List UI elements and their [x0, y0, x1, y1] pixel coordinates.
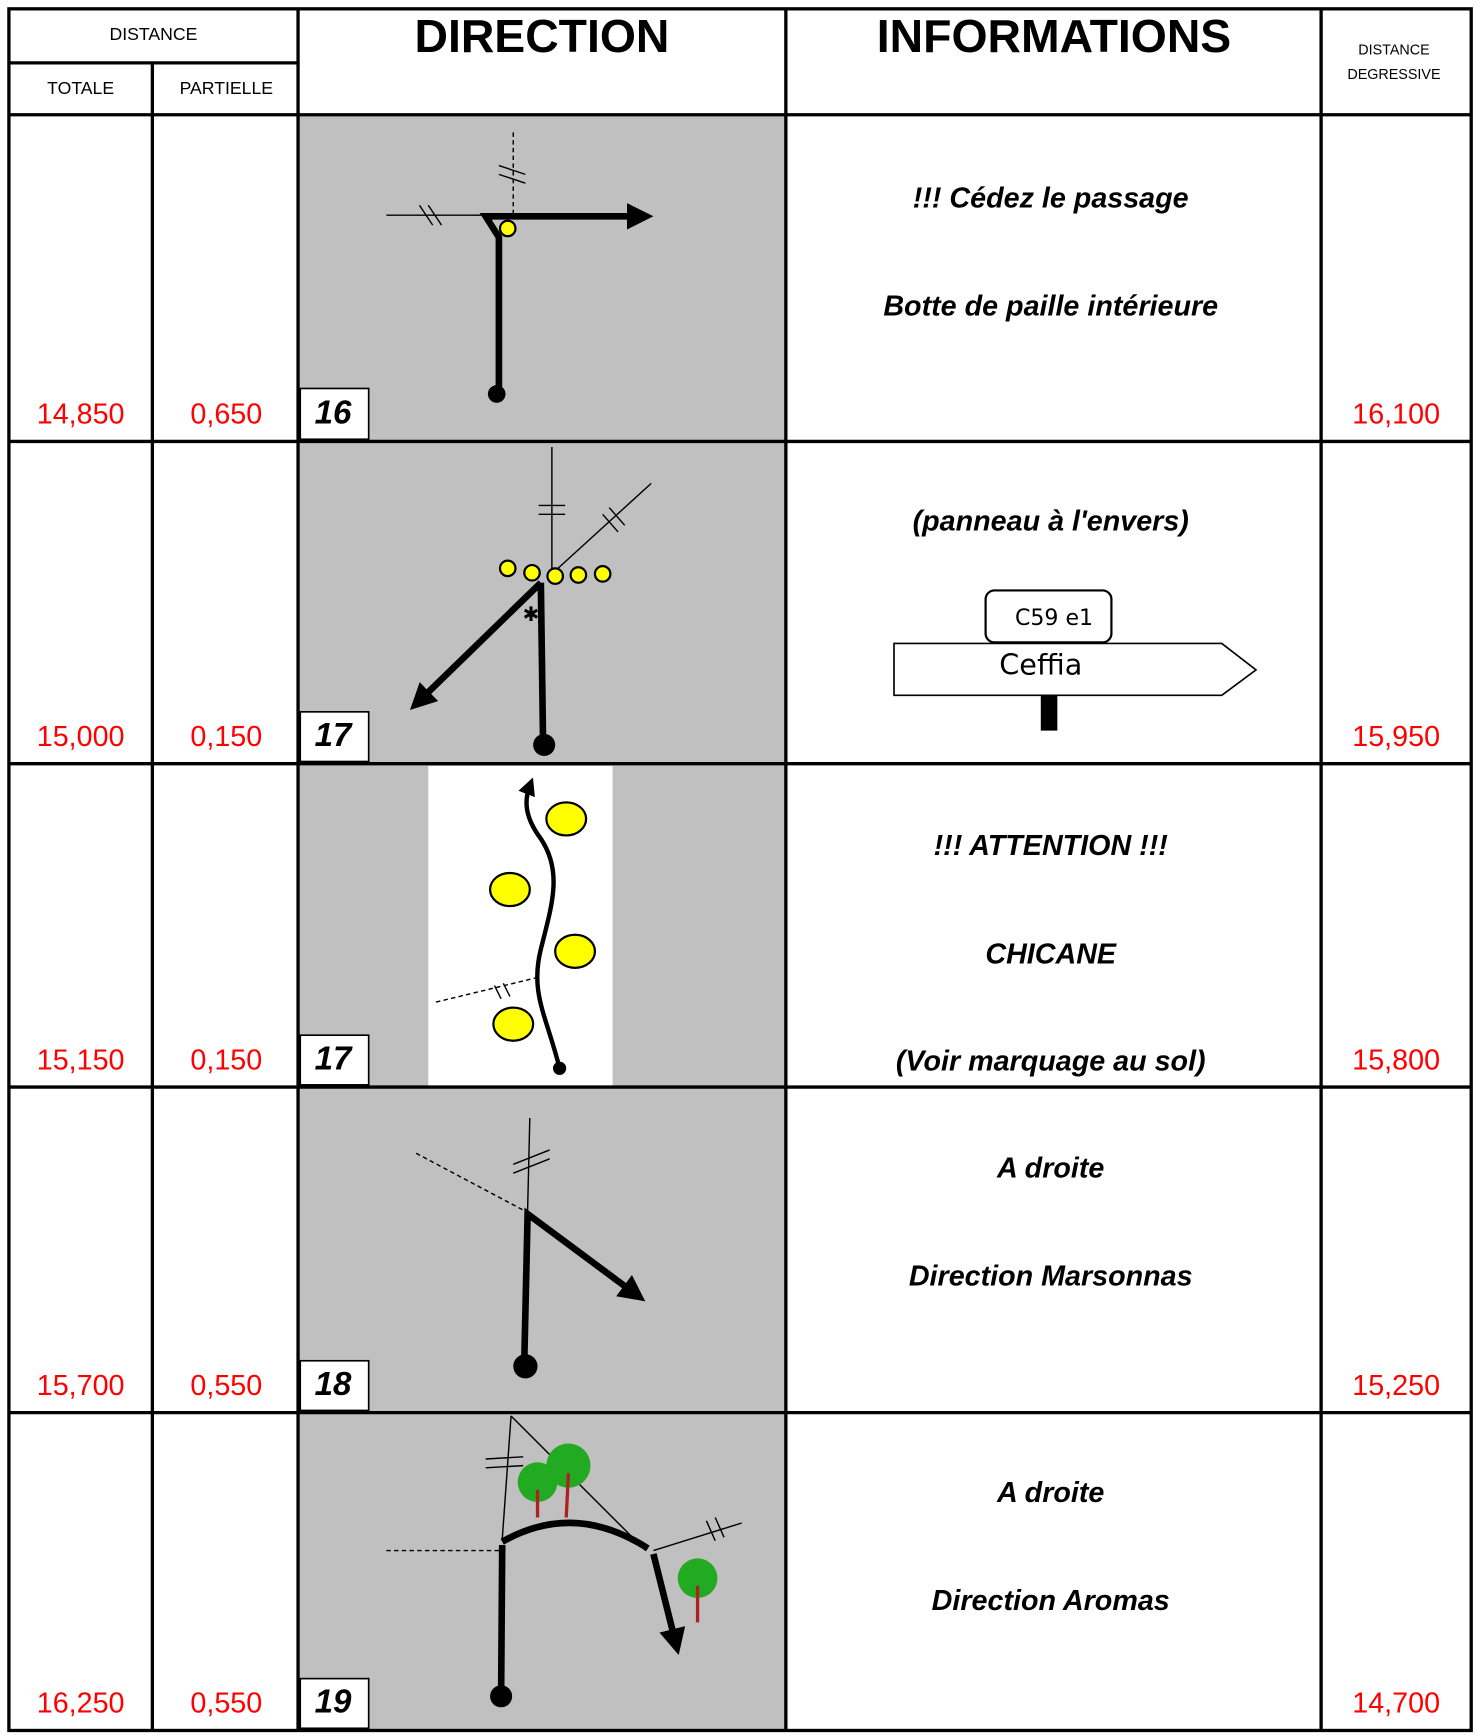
info-line: (panneau à l'envers) — [913, 506, 1189, 538]
diagram-19 — [386, 1415, 742, 1708]
distance-partielle: 0,550 — [190, 1688, 262, 1720]
diagram-17a: ✱ — [409, 446, 652, 756]
distance-degressive: 15,800 — [1352, 1044, 1440, 1076]
sign-plate: C59 e1 — [1015, 606, 1093, 631]
info-line: CHICANE — [985, 938, 1117, 970]
distance-totale: 15,000 — [37, 721, 125, 753]
distance-partielle: 0,650 — [190, 399, 262, 431]
case-number: 18 — [315, 1366, 352, 1403]
distance-totale: 15,700 — [37, 1370, 125, 1402]
distance-partielle: 0,150 — [190, 721, 262, 753]
diagram-17b — [435, 777, 597, 1075]
diagram-16 — [386, 132, 654, 403]
distance-partielle: 0,150 — [190, 1044, 262, 1076]
road-sign: C59 e1 Ceffia — [893, 589, 1258, 731]
distance-partielle: 0,550 — [190, 1370, 262, 1402]
distance-totale: 16,250 — [37, 1688, 125, 1720]
info-line: A droite — [996, 1152, 1104, 1184]
info-line: Direction Marsonnas — [909, 1261, 1193, 1293]
distance-totale: 15,150 — [37, 1044, 125, 1076]
info-line: A droite — [996, 1477, 1104, 1509]
header-distance: DISTANCE — [110, 24, 198, 44]
case-number: 19 — [315, 1684, 352, 1721]
distance-totale: 14,850 — [37, 399, 125, 431]
header-totale: TOTALE — [47, 78, 114, 98]
info-line: Botte de paille intérieure — [883, 290, 1218, 322]
info-line: Direction Aromas — [932, 1585, 1170, 1617]
info-line: !!! ATTENTION !!! — [934, 830, 1169, 862]
header-degressive: DISTANCE — [1358, 43, 1429, 59]
header-partielle: PARTIELLE — [180, 78, 274, 98]
case-number: 17 — [315, 717, 353, 754]
distance-degressive: 14,700 — [1352, 1688, 1440, 1720]
diagram-18 — [415, 1117, 646, 1379]
icon: ✱ — [523, 604, 540, 626]
sign-destination: Ceffia — [999, 648, 1082, 682]
header-informations: INFORMATIONS — [877, 10, 1231, 62]
distance-degressive: 16,100 — [1352, 399, 1440, 431]
info-line: (Voir marquage au sol) — [896, 1045, 1206, 1077]
distance-degressive: 15,250 — [1352, 1370, 1440, 1402]
header-direction: DIRECTION — [415, 10, 670, 62]
case-boxes — [299, 387, 370, 1730]
case-number: 16 — [315, 395, 352, 432]
table-grid — [7, 7, 1473, 1733]
rows: 14,850 0,650 16,100 16 !!! Cédez le passage B… — [37, 182, 1440, 1720]
info-line: !!! Cédez le passage — [913, 182, 1189, 214]
distance-degressive: 15,950 — [1352, 721, 1440, 753]
case-number: 17 — [315, 1040, 353, 1077]
header-degressive: DEGRESSIVE — [1347, 67, 1440, 83]
